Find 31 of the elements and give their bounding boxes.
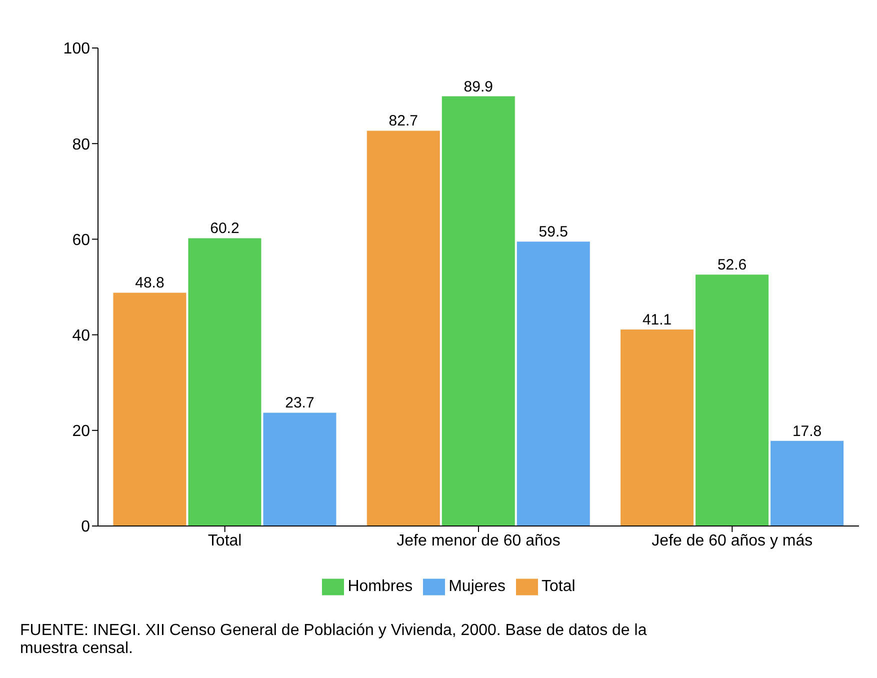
y-tick-label: 100: [63, 40, 90, 58]
bar: [113, 292, 186, 526]
x-tick-label: Jefe menor de 60 años: [396, 532, 560, 550]
x-tick-label: Total: [208, 532, 242, 550]
y-tick-label: 60: [72, 232, 90, 249]
data-label: 48.8: [135, 274, 164, 292]
bar: [770, 440, 844, 526]
y-tick-label: 80: [72, 136, 90, 154]
bar: [620, 330, 694, 526]
bar: [263, 412, 336, 526]
y-tick-label: 40: [72, 327, 90, 344]
bar: [366, 130, 440, 526]
data-label: 60.2: [210, 220, 240, 238]
data-label: 89.9: [464, 78, 493, 96]
data-label: 82.7: [388, 112, 418, 130]
y-tick-label: 20: [72, 423, 90, 440]
bar: [442, 96, 515, 526]
legend-label: Hombres: [348, 578, 413, 596]
data-label: 17.8: [792, 422, 822, 440]
x-tick-label: Jefe de 60 años y más: [652, 532, 813, 550]
data-label: 23.7: [285, 394, 314, 412]
bar: [516, 242, 590, 526]
data-label: 59.5: [538, 224, 568, 241]
y-tick-label: 0: [81, 518, 90, 536]
bar: [188, 238, 262, 526]
data-label: 41.1: [642, 312, 672, 329]
data-label: 52.6: [717, 256, 747, 274]
legend-label: Total: [542, 578, 576, 596]
source-note: FUENTE: INEGI. XII Censo General de Población y Vivienda, 2000. Base de datos de la muestra censal.: [20, 622, 648, 658]
bar: [696, 274, 769, 526]
legend-label: Mujeres: [448, 578, 506, 596]
